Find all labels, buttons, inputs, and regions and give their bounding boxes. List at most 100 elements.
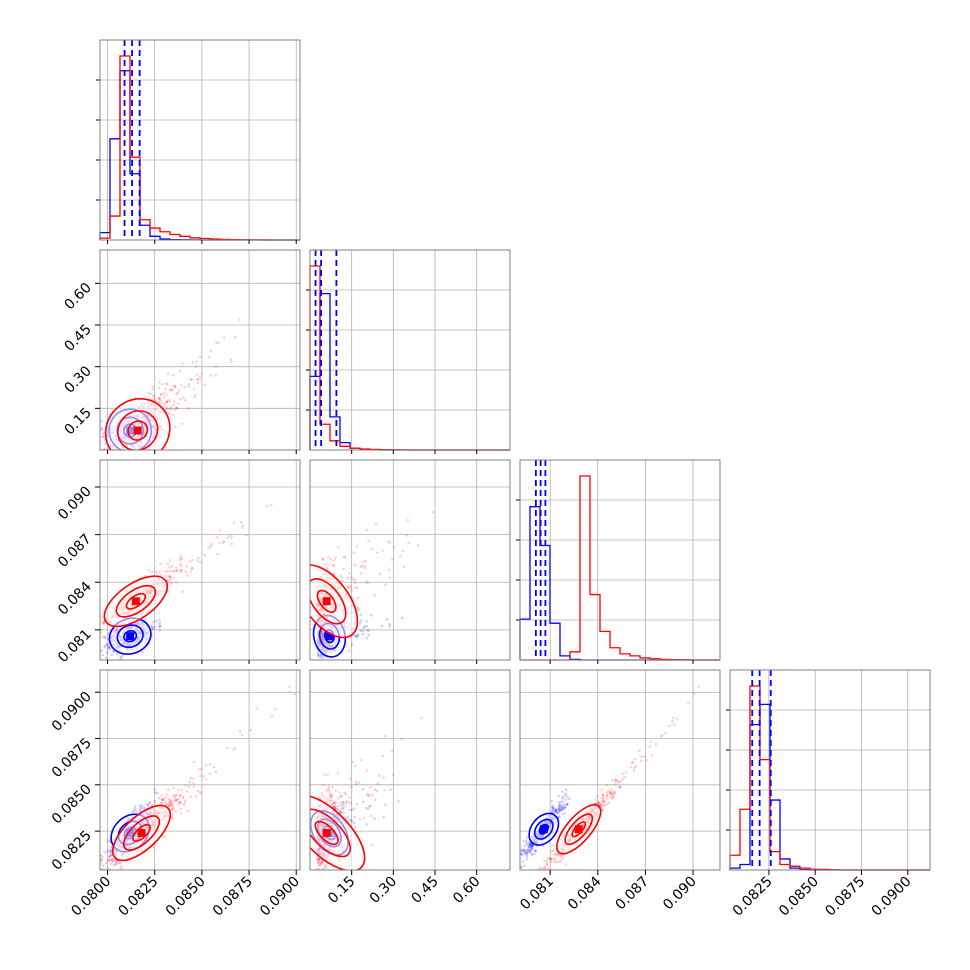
scatter-point-blue — [157, 796, 161, 800]
scatter-point-red — [327, 785, 331, 788]
scatter-point-blue — [316, 651, 320, 654]
scatter-point-red — [378, 572, 382, 576]
scatter-point-blue — [106, 850, 109, 853]
scatter-point-blue — [361, 632, 365, 636]
scatter-point-red — [112, 863, 116, 867]
density-peak-red — [137, 828, 146, 837]
scatter-point-blue — [323, 871, 326, 874]
scatter-point-red — [187, 407, 191, 410]
scatter-point-red — [374, 522, 378, 526]
scatter-point-blue — [528, 843, 532, 846]
scatter-point-red — [175, 406, 178, 410]
scatter-point-red — [171, 804, 174, 808]
scatter-point-red — [183, 399, 187, 402]
scatter-point-red — [327, 787, 331, 790]
scatter-point-red — [177, 802, 181, 806]
scatter-point-red — [323, 796, 326, 799]
scatter-point-red — [317, 900, 320, 903]
scatter-point-blue — [551, 808, 554, 811]
scatter-point-red — [359, 572, 363, 575]
scatter-point-blue — [551, 805, 554, 809]
scatter-point-red — [339, 804, 343, 807]
scatter-point-blue — [355, 634, 359, 637]
scatter-point-red — [166, 562, 170, 565]
scatter-point-blue — [138, 804, 141, 808]
scatter-point-blue — [557, 811, 561, 815]
scatter-point-red — [320, 792, 324, 795]
density-peak-red — [574, 825, 583, 834]
scatter-point-blue — [397, 800, 400, 803]
scatter-point-red — [210, 542, 213, 546]
scatter-point-red — [329, 795, 333, 799]
x-tick-label: 0.0900 — [257, 874, 303, 920]
scatter-point-red — [322, 886, 325, 889]
scatter-point-red — [664, 732, 667, 735]
scatter-point-blue — [559, 800, 563, 804]
scatter-point-red — [73, 885, 76, 888]
scatter-point-red — [160, 802, 163, 805]
scatter-point-red — [402, 565, 406, 568]
scatter-point-red — [232, 521, 236, 524]
contour-red — [127, 420, 149, 441]
scatter-point-red — [84, 883, 87, 886]
scatter-point-red — [108, 858, 112, 862]
scatter-point-red — [100, 615, 103, 618]
scatter-point-red — [558, 860, 561, 863]
scatter-point-red — [599, 805, 603, 808]
panel-frame — [309, 669, 511, 871]
scatter-point-blue — [142, 806, 146, 809]
scatter-point-red — [103, 621, 106, 624]
scatter-point-red — [323, 773, 327, 776]
scatter-point-red — [113, 465, 116, 468]
scatter-point-red — [175, 569, 178, 573]
scatter-point-red — [162, 392, 165, 395]
scatter-point-red — [152, 845, 155, 849]
scatter-point-blue — [154, 791, 157, 794]
density-peak-blue — [539, 825, 548, 834]
y-tick-label: 0.0900 — [49, 689, 95, 735]
scatter-point-red — [340, 576, 344, 579]
scatter-point-red — [171, 388, 174, 392]
scatter-point-red — [179, 794, 182, 797]
scatter-point-red — [179, 570, 183, 573]
scatter-point-red — [602, 796, 605, 800]
scatter-point-blue — [102, 635, 106, 639]
scatter-point-red — [320, 632, 324, 636]
scatter-point-red — [339, 801, 342, 805]
scatter-point-blue — [94, 650, 97, 653]
scatter-point-red — [328, 793, 332, 797]
scatter-point-red — [358, 818, 362, 821]
scatter-point-red — [354, 764, 357, 768]
scatter-point-red — [190, 567, 194, 571]
scatter-point-blue — [134, 810, 138, 814]
scatter-point-blue — [558, 809, 561, 812]
scatter-point-red — [546, 872, 549, 875]
scatter-panel-2-1 — [309, 459, 511, 661]
scatter-point-red — [89, 485, 92, 488]
x-tick-label: 0.0800 — [68, 874, 114, 920]
scatter-point-red — [649, 740, 653, 744]
scatter-point-red — [93, 470, 96, 473]
scatter-point-red — [169, 405, 173, 409]
scatter-point-red — [179, 801, 182, 805]
scatter-point-blue — [525, 852, 529, 855]
scatter-point-blue — [561, 790, 564, 794]
scatter-point-red — [645, 758, 649, 762]
scatter-point-blue — [529, 845, 533, 848]
scatter-point-red — [319, 630, 323, 633]
scatter-point-red — [600, 788, 603, 791]
scatter-point-red — [216, 552, 219, 556]
scatter-point-blue — [108, 647, 112, 651]
scatter-point-blue — [370, 614, 373, 617]
scatter-point-red — [88, 619, 91, 622]
scatter-point-red — [188, 781, 191, 784]
scatter-point-red — [381, 549, 385, 552]
scatter-point-red — [212, 765, 216, 769]
scatter-point-red — [203, 553, 206, 557]
scatter-point-red — [163, 799, 166, 803]
scatter-point-red — [169, 575, 172, 579]
scatter-point-red — [543, 859, 546, 863]
scatter-point-red — [619, 780, 622, 783]
scatter-point-red — [354, 586, 357, 589]
scatter-point-red — [114, 450, 117, 453]
